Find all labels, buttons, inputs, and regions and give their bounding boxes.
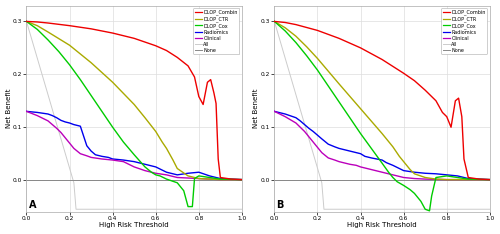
Legend: DLOP_Combin, DLOP_CTR, DLOP_Cox, Radiomics, Clinical, All, None: DLOP_Combin, DLOP_CTR, DLOP_Cox, Radiomi… bbox=[194, 8, 240, 54]
X-axis label: High Risk Threshold: High Risk Threshold bbox=[348, 223, 417, 228]
Y-axis label: Net Benefit: Net Benefit bbox=[6, 89, 12, 128]
X-axis label: High Risk Threshold: High Risk Threshold bbox=[100, 223, 169, 228]
Y-axis label: Net Benefit: Net Benefit bbox=[254, 89, 260, 128]
Text: B: B bbox=[276, 200, 284, 210]
Legend: DLOP_Combin, DLOP_CTR, DLOP_Cox, Radiomics, Clinical, All, None: DLOP_Combin, DLOP_CTR, DLOP_Cox, Radiomi… bbox=[442, 8, 488, 54]
Text: A: A bbox=[28, 200, 36, 210]
